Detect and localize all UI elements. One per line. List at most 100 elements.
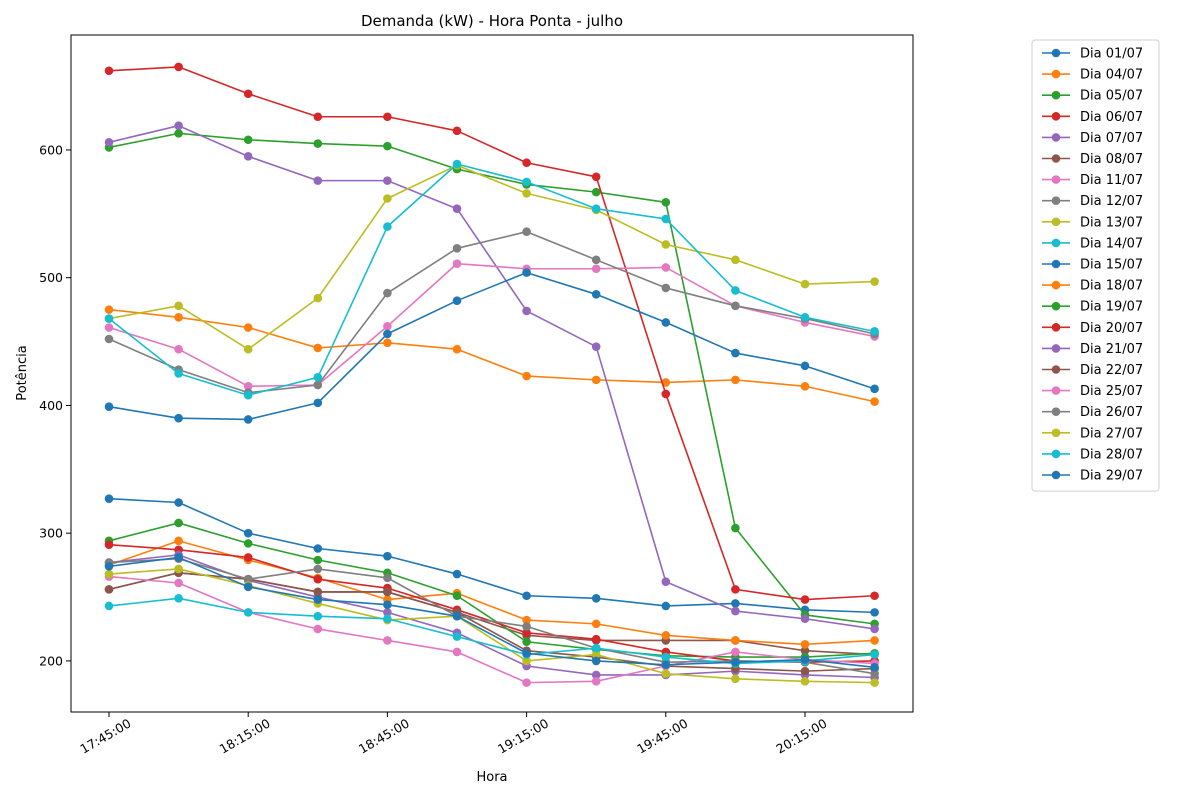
data-point — [452, 259, 462, 268]
data-point — [591, 255, 601, 265]
data-point — [731, 674, 740, 684]
x-tick-label: 19:45:00 — [634, 716, 690, 757]
data-point — [174, 518, 183, 528]
data-point — [731, 647, 740, 657]
data-point — [174, 536, 183, 546]
chart-title: Demanda (kW) - Hora Ponta - julho — [361, 12, 623, 30]
data-point — [104, 601, 114, 611]
y-tick-label: 200 — [39, 653, 63, 668]
data-point — [522, 177, 531, 187]
data-point — [243, 539, 253, 548]
legend-item: Dia 27/07 — [1042, 426, 1143, 441]
legend-item: Dia 14/07 — [1042, 236, 1143, 251]
series-line — [108, 575, 875, 684]
data-point — [591, 634, 601, 644]
legend-item: Dia 22/07 — [1042, 363, 1143, 378]
data-point — [870, 397, 879, 406]
series-dia-15-07 — [104, 268, 879, 424]
legend-label: Dia 20/07 — [1080, 321, 1143, 336]
data-point — [800, 666, 810, 676]
data-point — [731, 375, 740, 385]
data-point — [452, 647, 462, 657]
data-point — [522, 615, 531, 625]
data-point — [800, 279, 810, 289]
data-point — [731, 286, 740, 295]
data-point — [661, 240, 671, 249]
data-point — [104, 323, 114, 332]
legend-marker — [1051, 196, 1061, 205]
legend-item: Dia 26/07 — [1042, 405, 1143, 420]
data-point — [661, 198, 671, 207]
series-dia-14-07 — [104, 159, 879, 400]
series-dia-27-07 — [104, 564, 879, 687]
data-point — [104, 569, 114, 579]
data-point — [104, 314, 114, 323]
data-point — [383, 112, 392, 122]
data-point — [313, 398, 323, 408]
data-point — [661, 378, 671, 387]
legend-label: Dia 15/07 — [1080, 258, 1143, 273]
data-point — [452, 296, 462, 305]
legend-marker — [1051, 112, 1061, 121]
data-point — [591, 172, 601, 182]
series-dia-19-07 — [104, 518, 879, 662]
legend-item: Dia 25/07 — [1042, 384, 1143, 399]
legend-item: Dia 15/07 — [1042, 258, 1143, 273]
series-dia-13-07 — [104, 160, 879, 354]
data-point — [522, 268, 531, 277]
data-point — [383, 321, 392, 331]
data-point — [243, 574, 253, 584]
data-point — [661, 214, 671, 224]
data-point — [243, 152, 253, 161]
legend-item: Dia 07/07 — [1042, 131, 1143, 146]
legend-item: Dia 12/07 — [1042, 194, 1143, 209]
data-point — [870, 624, 879, 634]
data-point — [591, 290, 601, 299]
legend: Dia 01/07 Dia 04/07 Dia 05/07 Dia 06/07 Dia … — [1031, 39, 1160, 492]
data-point — [243, 381, 253, 391]
x-tick-label: 18:45:00 — [356, 716, 412, 757]
data-point — [313, 139, 323, 148]
data-point — [800, 595, 810, 604]
series-line — [108, 124, 875, 630]
data-point — [174, 312, 183, 322]
data-point — [383, 141, 392, 151]
data-point — [383, 600, 392, 610]
plot-frame — [70, 34, 914, 713]
legend-item: Dia 11/07 — [1042, 173, 1143, 188]
legend-item: Dia 29/07 — [1042, 469, 1143, 484]
data-point — [243, 323, 253, 332]
data-point — [661, 660, 671, 670]
legend-label: Dia 05/07 — [1080, 89, 1143, 104]
legend-marker — [1051, 301, 1061, 311]
legend-item: Dia 28/07 — [1042, 447, 1143, 462]
data-point — [174, 413, 183, 423]
legend-item: Dia 04/07 — [1042, 68, 1143, 83]
legend-item: Dia 06/07 — [1042, 110, 1143, 125]
data-point — [452, 569, 462, 579]
y-axis-label: Potência — [15, 345, 30, 400]
data-point — [522, 306, 531, 316]
legend-marker — [1051, 428, 1061, 438]
data-point — [383, 329, 392, 339]
series-line — [108, 568, 875, 684]
legend-label: Dia 19/07 — [1080, 300, 1143, 315]
data-point — [104, 66, 114, 76]
data-point — [104, 585, 114, 594]
data-point — [591, 594, 601, 603]
data-point — [174, 564, 183, 574]
data-point — [591, 619, 601, 629]
x-tick-label: 19:15:00 — [495, 716, 551, 757]
series-dia-20-07 — [104, 540, 879, 667]
data-point — [313, 564, 323, 574]
data-point — [591, 375, 601, 385]
data-point — [243, 344, 253, 354]
data-point — [313, 293, 323, 303]
data-point — [522, 371, 531, 381]
legend-marker — [1051, 69, 1061, 79]
data-point — [591, 204, 601, 214]
legend-marker — [1051, 344, 1061, 353]
data-point — [661, 283, 671, 293]
data-point — [870, 384, 879, 394]
